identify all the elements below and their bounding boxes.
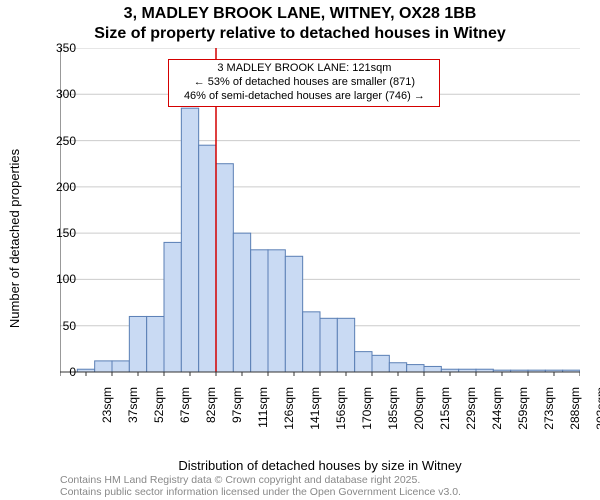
chart-container: 3, MADLEY BROOK LANE, WITNEY, OX28 1BB S… <box>0 0 600 500</box>
y-tick-label: 0 <box>36 365 76 379</box>
x-tick-label: 52sqm <box>152 387 166 437</box>
y-tick-label: 200 <box>36 180 76 194</box>
x-tick-label: 111sqm <box>256 387 270 437</box>
x-tick-label: 67sqm <box>178 387 192 437</box>
x-tick-label: 170sqm <box>360 387 374 437</box>
y-tick-label: 100 <box>36 272 76 286</box>
y-axis-label: Number of detached properties <box>8 148 23 327</box>
x-tick-label: 303sqm <box>594 387 600 437</box>
y-tick-label: 150 <box>36 226 76 240</box>
annotation-line: ← 53% of detached houses are smaller (87… <box>175 76 433 90</box>
x-tick-label: 273sqm <box>542 387 556 437</box>
attribution-footer: Contains HM Land Registry data © Crown c… <box>60 474 580 498</box>
y-tick-label: 350 <box>36 41 76 55</box>
x-tick-label: 229sqm <box>464 387 478 437</box>
x-tick-label: 215sqm <box>438 387 452 437</box>
x-tick-label: 141sqm <box>308 387 322 437</box>
x-tick-label: 126sqm <box>282 387 296 437</box>
annotation-box: 3 MADLEY BROOK LANE: 121sqm← 53% of deta… <box>168 59 440 106</box>
y-axis-label-wrap: Number of detached properties <box>6 48 24 428</box>
annotation-line: 46% of semi-detached houses are larger (… <box>175 90 433 104</box>
x-tick-label: 156sqm <box>334 387 348 437</box>
annotation-line: 3 MADLEY BROOK LANE: 121sqm <box>175 62 433 76</box>
title-line2: Size of property relative to detached ho… <box>0 24 600 44</box>
x-tick-label: 259sqm <box>516 387 530 437</box>
footer-line2: Contains public sector information licen… <box>60 486 580 498</box>
x-tick-label: 82sqm <box>204 387 218 437</box>
x-tick-label: 23sqm <box>100 387 114 437</box>
title-line1: 3, MADLEY BROOK LANE, WITNEY, OX28 1BB <box>0 4 600 24</box>
x-tick-label: 97sqm <box>230 387 244 437</box>
x-tick-label: 288sqm <box>568 387 582 437</box>
footer-line1: Contains HM Land Registry data © Crown c… <box>60 474 580 486</box>
x-tick-label: 185sqm <box>386 387 400 437</box>
y-tick-label: 300 <box>36 87 76 101</box>
x-tick-label: 37sqm <box>126 387 140 437</box>
y-tick-label: 50 <box>36 319 76 333</box>
x-tick-label: 200sqm <box>412 387 426 437</box>
x-axis-label: Distribution of detached houses by size … <box>60 458 580 473</box>
x-tick-label: 244sqm <box>490 387 504 437</box>
y-tick-label: 250 <box>36 134 76 148</box>
chart-title: 3, MADLEY BROOK LANE, WITNEY, OX28 1BB S… <box>0 0 600 44</box>
plot-area: 3 MADLEY BROOK LANE: 121sqm← 53% of deta… <box>60 48 580 428</box>
